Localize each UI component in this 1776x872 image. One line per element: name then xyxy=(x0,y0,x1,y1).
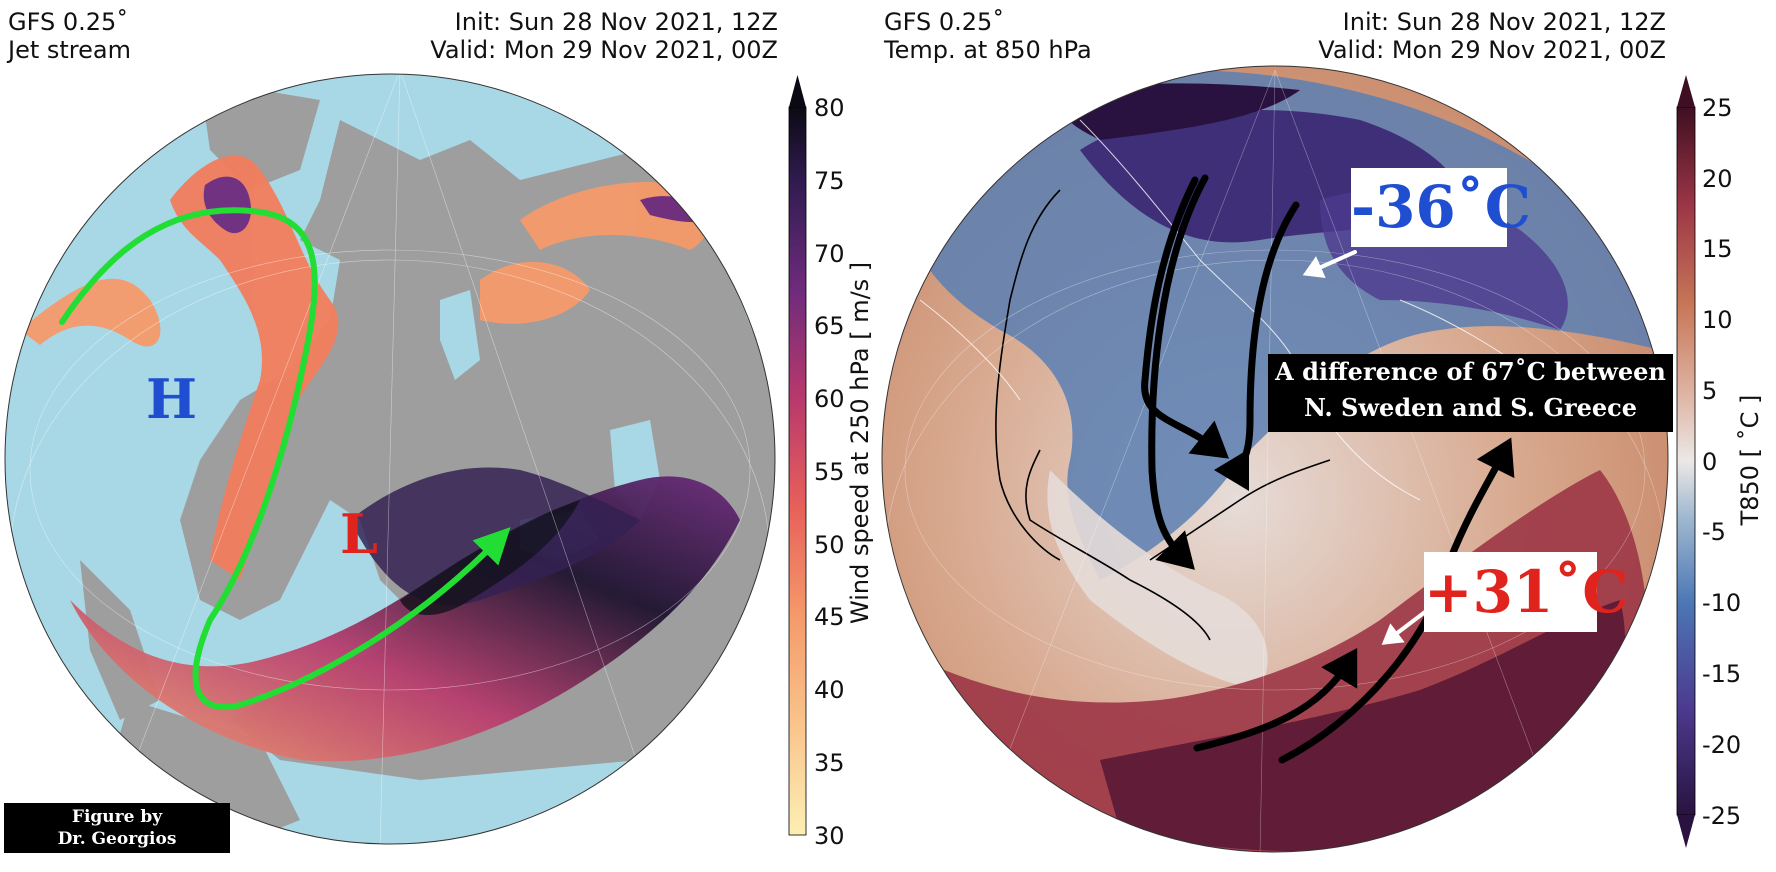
wind-tick-30: 30 xyxy=(814,822,845,850)
credit-line-1: Figure by xyxy=(71,807,163,827)
temp-tick-minus5: -5 xyxy=(1702,518,1726,546)
temp-tick-15: 15 xyxy=(1702,235,1733,263)
figure-credit: Figure by Dr. Georgios Papavasileiou xyxy=(4,803,230,871)
left-time-header: Init: Sun 28 Nov 2021, 12Z Valid: Mon 29… xyxy=(400,8,778,64)
right-time-header: Init: Sun 28 Nov 2021, 12Z Valid: Mon 29… xyxy=(1280,8,1666,64)
cold-flow-arrow-north xyxy=(1141,176,1229,459)
wind-tick-45: 45 xyxy=(814,603,845,631)
low-pressure-label: L xyxy=(340,502,378,566)
temp-tick-0: 0 xyxy=(1702,448,1718,476)
temp-tick-minus25: -25 xyxy=(1702,802,1742,830)
cold-flow-arrow-east xyxy=(1214,201,1300,491)
right-globe-outline xyxy=(881,65,1669,853)
temp-colorbar-extend-top xyxy=(1677,75,1695,107)
wind-tick-65: 65 xyxy=(814,312,845,340)
wind-tick-40: 40 xyxy=(814,676,845,704)
temp-tick-minus20: -20 xyxy=(1702,731,1742,759)
difference-line-2: N. Sweden and S. Greece xyxy=(1303,393,1638,422)
cold-flow-arrow-west xyxy=(1148,174,1209,570)
temp-tick-minus15: -15 xyxy=(1702,660,1742,688)
wind-tick-35: 35 xyxy=(814,749,845,777)
temp-tick-minus10: -10 xyxy=(1702,589,1742,617)
jet-stream-arrow xyxy=(59,207,511,711)
right-globe-map xyxy=(882,66,1668,852)
wind-colorbar xyxy=(788,106,807,836)
temp-tick-10: 10 xyxy=(1702,306,1733,334)
right-pointer-arrows xyxy=(1302,250,1427,645)
right-model-name: GFS 0.25˚ xyxy=(884,8,1005,36)
wind-tick-60: 60 xyxy=(814,385,845,413)
wind-tick-55: 55 xyxy=(814,458,845,486)
wind-tick-50: 50 xyxy=(814,531,845,559)
right-init-time: Init: Sun 28 Nov 2021, 12Z xyxy=(1342,8,1666,36)
temp-tick-20: 20 xyxy=(1702,165,1733,193)
temp-tick-25: 25 xyxy=(1702,94,1733,122)
wind-colorbar-extend-arrow xyxy=(789,75,806,107)
right-variable-name: Temp. at 850 hPa xyxy=(884,36,1092,64)
left-globe-outline xyxy=(4,73,776,845)
high-pressure-label: H xyxy=(146,367,198,431)
warm-pointer-arrow xyxy=(1381,610,1427,645)
temp-colorbar-extend-bottom xyxy=(1677,815,1695,848)
cold-pointer-arrow xyxy=(1302,250,1357,279)
cold-temperature-label: -36˚C xyxy=(1351,168,1531,247)
wind-tick-75: 75 xyxy=(814,167,845,195)
left-model-name: GFS 0.25˚ xyxy=(8,8,129,36)
temp-colorbar-label: T850 [ ˚C ] xyxy=(1736,394,1764,526)
difference-line-1: A difference of 67˚C between xyxy=(1275,357,1666,386)
right-valid-time: Valid: Mon 29 Nov 2021, 00Z xyxy=(1318,36,1666,64)
left-variable-name: Jet stream xyxy=(8,36,131,64)
left-init-time: Init: Sun 28 Nov 2021, 12Z xyxy=(454,8,778,36)
wind-tick-80: 80 xyxy=(814,94,845,122)
credit-line-2: Dr. Georgios Papavasileiou xyxy=(51,829,183,871)
right-flow-arrows xyxy=(1141,174,1515,764)
transition-zone xyxy=(1047,470,1268,690)
left-model-header: GFS 0.25˚ Jet stream xyxy=(8,8,131,64)
warm-flow-arrow-south xyxy=(1193,647,1358,752)
warm-temperature-label: +31˚C xyxy=(1424,552,1628,632)
temp-tick-5: 5 xyxy=(1702,377,1718,405)
difference-annotation: A difference of 67˚C between N. Sweden a… xyxy=(1268,354,1673,432)
wind-colorbar-label: Wind speed at 250 hPa [ m/s ] xyxy=(846,261,874,624)
right-model-header: GFS 0.25˚ Temp. at 850 hPa xyxy=(884,8,1092,64)
temp-colorbar xyxy=(1676,106,1696,816)
left-valid-time: Valid: Mon 29 Nov 2021, 00Z xyxy=(430,36,778,64)
wind-tick-70: 70 xyxy=(814,240,845,268)
